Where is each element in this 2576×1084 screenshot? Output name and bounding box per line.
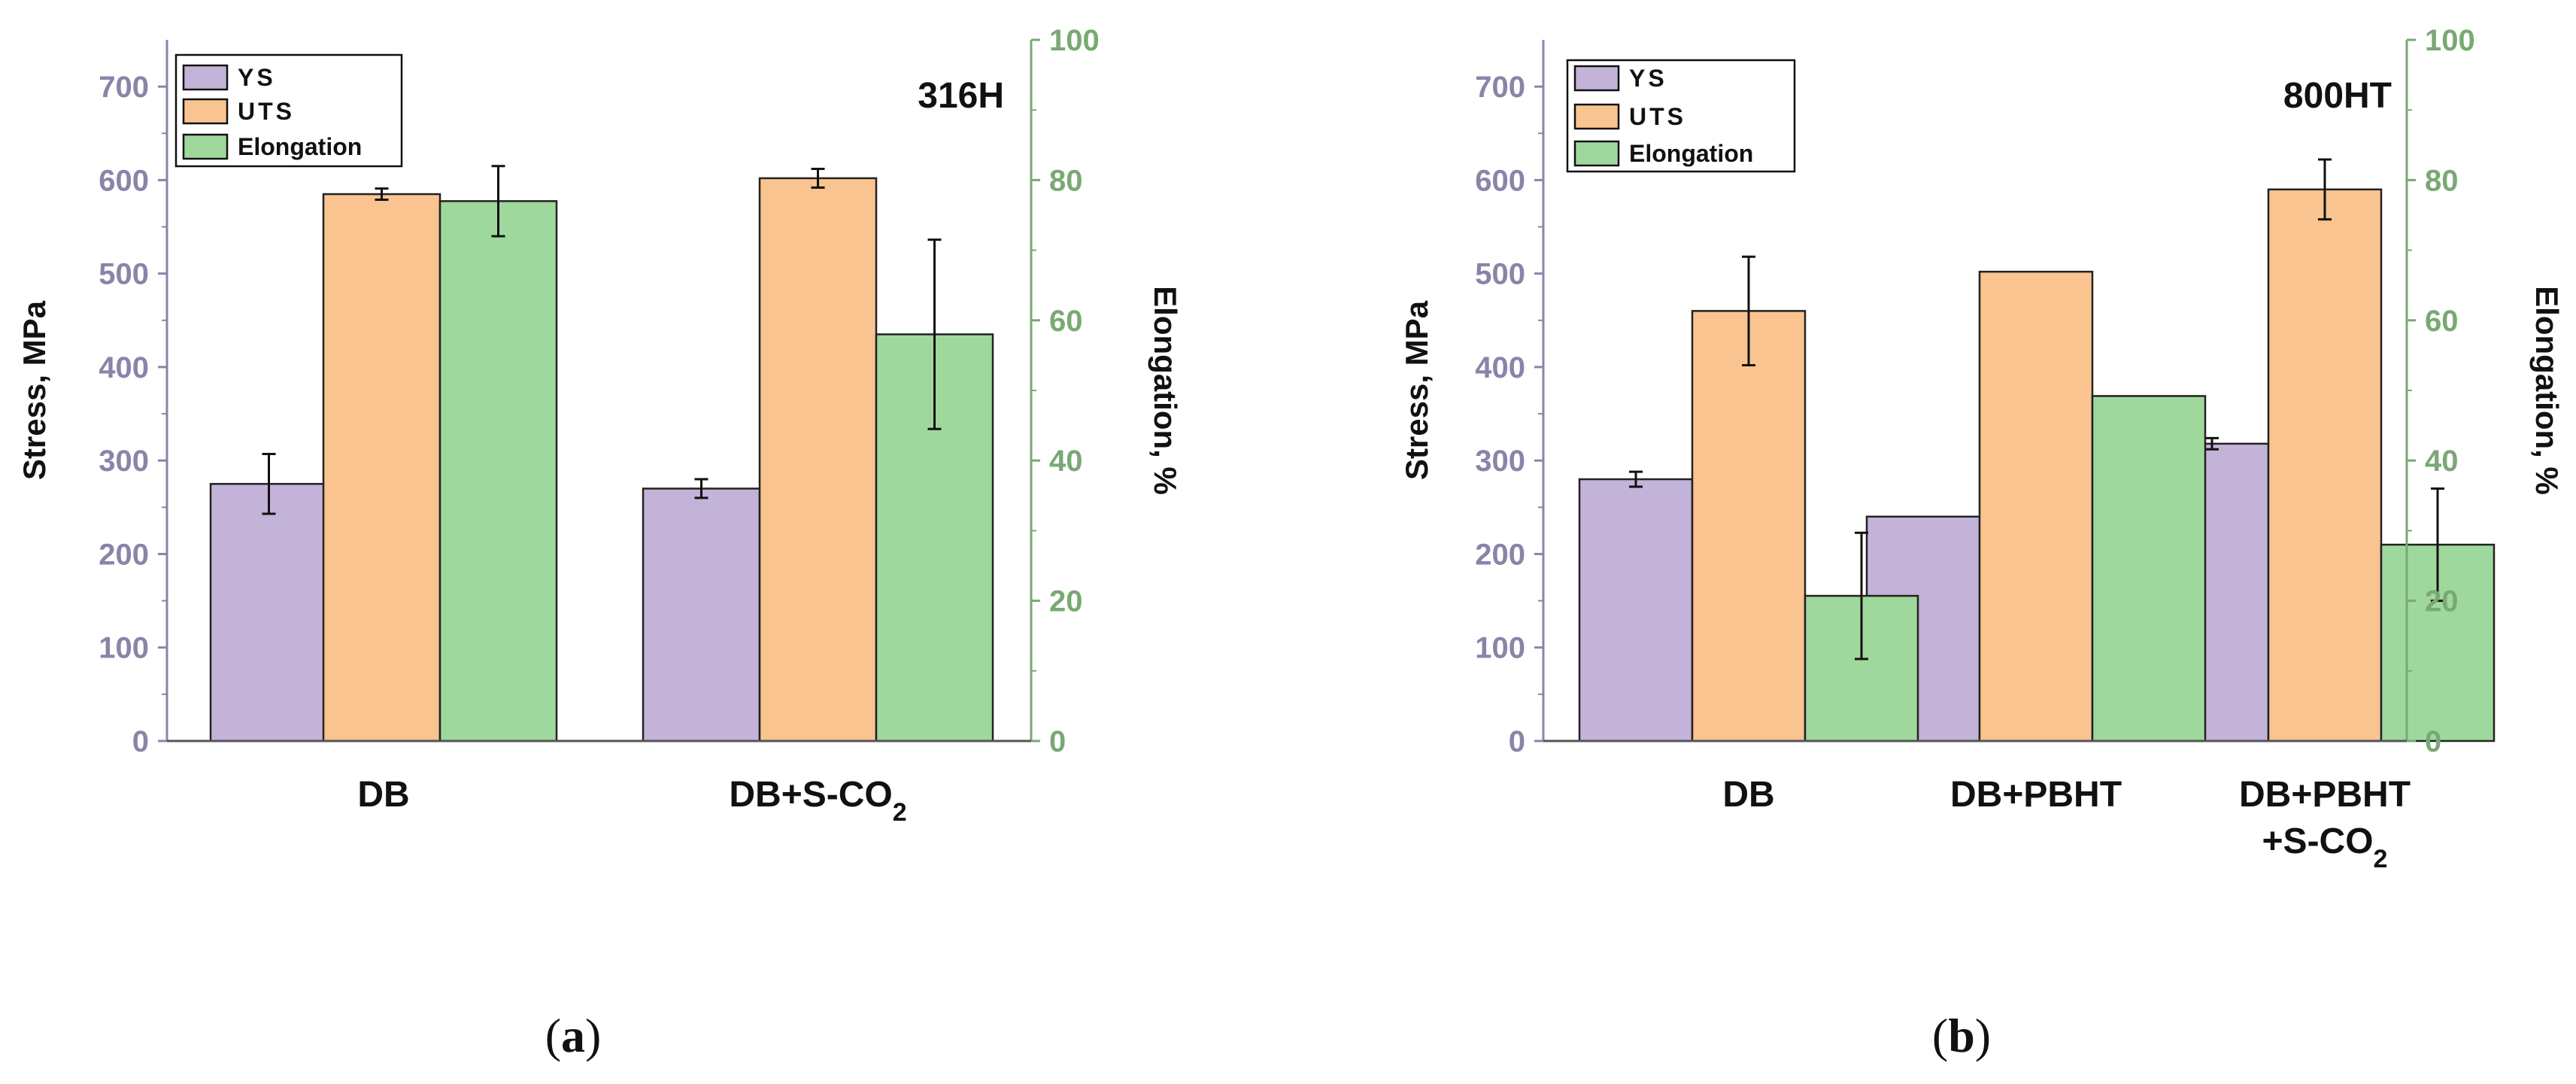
panel-title: 316H xyxy=(918,76,1004,116)
y2-tick-label: 80 xyxy=(1049,164,1083,197)
y-tick-label: 200 xyxy=(99,538,149,571)
category-label-1: DB+PBHT xyxy=(1950,775,2122,815)
legend-label-elongation: Elongation xyxy=(238,133,362,160)
y-tick-label: 500 xyxy=(1475,258,1525,291)
bar-uts-1 xyxy=(758,177,878,742)
bar-uts-1 xyxy=(1978,270,2094,742)
y-tick-label: 500 xyxy=(99,258,149,291)
chart-panel-a: 0 100 200 300 400 500 600 700 0 20 40 60 80 100 Stress… xyxy=(17,24,1183,827)
category-label-subscript: 2 xyxy=(2374,845,2388,873)
y2-tick-label: 80 xyxy=(2425,164,2459,197)
category-label-line2: +S-CO xyxy=(2262,821,2374,861)
y-tick-label: 200 xyxy=(1475,538,1525,571)
bar-uts-0 xyxy=(1691,310,1807,742)
category-label-0: DB xyxy=(357,775,409,815)
y2-axis-title: Elongation, % xyxy=(2529,286,2565,495)
caption-open-paren: ( xyxy=(545,1009,561,1062)
y2-tick-label: 20 xyxy=(1049,585,1083,618)
bar-ys-1 xyxy=(642,487,761,742)
error-bar-ys-2 xyxy=(2205,436,2219,451)
y2-tick-label: 20 xyxy=(2425,585,2459,618)
y2-tick-label: 0 xyxy=(2425,725,2441,758)
legend-swatch-elongation xyxy=(1573,140,1620,167)
legend-swatch-elongation xyxy=(182,133,229,160)
legend-swatch-ys xyxy=(1573,65,1620,92)
category-label-0: DB xyxy=(1722,775,1774,815)
y-tick-label: 100 xyxy=(99,632,149,665)
y-tick-label: 400 xyxy=(99,351,149,384)
y2-axis-title: Elongation, % xyxy=(1148,286,1183,495)
y-tick-label: 0 xyxy=(1509,725,1525,758)
caption-letter: b xyxy=(1948,1009,1975,1062)
error-bar-uts-2 xyxy=(2318,158,2332,221)
error-bar-elongation-0 xyxy=(491,165,505,238)
caption-letter: a xyxy=(561,1009,585,1062)
panel-caption-a: (a) xyxy=(545,1009,602,1062)
caption-close-paren: ) xyxy=(1975,1009,1991,1062)
bar-uts-0 xyxy=(322,193,441,742)
error-bar-elongation-0 xyxy=(1855,531,1868,660)
legend-swatch-uts xyxy=(182,98,229,125)
y-tick-label: 700 xyxy=(99,71,149,104)
y-tick-label: 100 xyxy=(1475,632,1525,665)
legend-label-uts: UTS xyxy=(1629,103,1686,130)
error-bar-ys-1 xyxy=(694,478,708,499)
legend-swatch-uts xyxy=(1573,103,1620,130)
panel-title: 800HT xyxy=(2283,76,2392,116)
y-tick-label: 300 xyxy=(99,445,149,478)
error-bar-ys-0 xyxy=(1629,470,1643,488)
category-label-line1: DB+PBHT xyxy=(2239,775,2411,815)
panel-caption-b: (b) xyxy=(1932,1009,1991,1062)
error-bar-uts-0 xyxy=(375,187,389,201)
category-label-2: DB+PBHT +S-CO2 xyxy=(2239,775,2411,873)
category-label-subscript: 2 xyxy=(893,798,907,827)
error-bar-uts-0 xyxy=(1742,255,1755,366)
y-axis-title: Stress, MPa xyxy=(1399,300,1434,480)
error-bar-uts-1 xyxy=(811,167,825,189)
y2-tick-label: 40 xyxy=(2425,445,2459,478)
legend-swatch-ys xyxy=(182,64,229,91)
y-tick-label: 600 xyxy=(99,164,149,197)
category-label-1: DB+S-CO2 xyxy=(729,775,906,827)
bar-ys-0 xyxy=(209,483,329,742)
error-bar-elongation-2 xyxy=(2431,487,2444,603)
caption-close-paren: ) xyxy=(585,1009,601,1062)
category-label-text: DB+S-CO xyxy=(729,775,892,815)
y-tick-label: 600 xyxy=(1475,164,1525,197)
error-bar-ys-0 xyxy=(262,453,276,515)
y2-tick-label: 60 xyxy=(2425,305,2459,338)
y2-tick-label: 100 xyxy=(1049,24,1100,57)
legend: YS UTS Elongation xyxy=(1566,59,1796,173)
y-axis-title: Stress, MPa xyxy=(17,300,52,480)
y2-tick-label: 100 xyxy=(2425,24,2475,57)
y2-tick-label: 60 xyxy=(1049,305,1083,338)
bar-uts-2 xyxy=(2267,188,2383,742)
y-tick-label: 300 xyxy=(1475,445,1525,478)
chart-panel-b: 0 100 200 300 400 500 600 700 0 20 40 60 80 100 Stress… xyxy=(1399,24,2565,873)
caption-open-paren: ( xyxy=(1932,1009,1948,1062)
legend-label-ys: YS xyxy=(1629,65,1667,92)
y-tick-label: 0 xyxy=(132,725,149,758)
legend-label-ys: YS xyxy=(238,64,276,91)
bar-ys-0 xyxy=(1578,478,1694,742)
bar-elongation-0 xyxy=(438,200,558,742)
legend: YS UTS Elongation xyxy=(174,53,403,168)
y-tick-label: 700 xyxy=(1475,71,1525,104)
y2-tick-label: 0 xyxy=(1049,725,1066,758)
error-bar-elongation-1 xyxy=(927,238,942,430)
y2-tick-label: 40 xyxy=(1049,445,1083,478)
legend-label-elongation: Elongation xyxy=(1629,140,1753,167)
legend-label-uts: UTS xyxy=(238,98,295,125)
bar-elongation-1 xyxy=(2091,395,2207,742)
y-tick-label: 400 xyxy=(1475,351,1525,384)
